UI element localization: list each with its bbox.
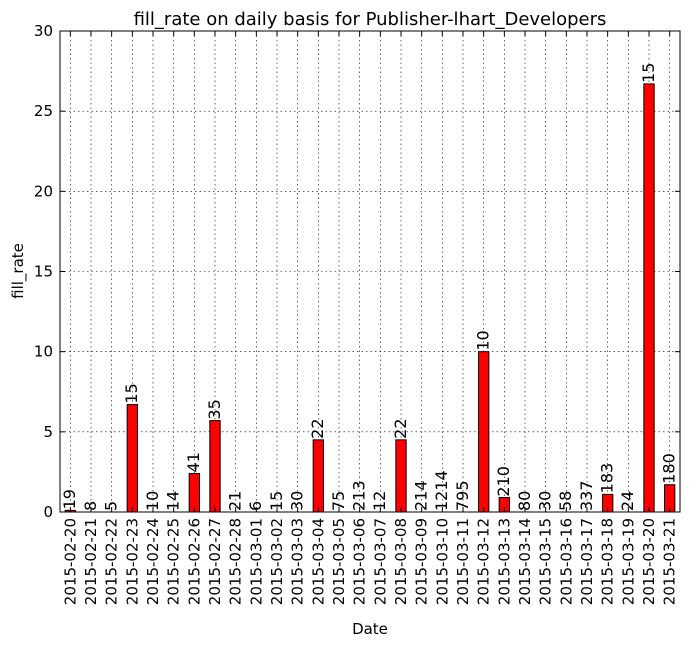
bar-value-label: 22 bbox=[308, 418, 327, 438]
y-tick-label: 5 bbox=[43, 423, 53, 441]
bar-value-label: 15 bbox=[122, 383, 141, 403]
x-tick-label: 2015-03-15 bbox=[537, 518, 555, 605]
x-tick-label: 2015-02-28 bbox=[227, 518, 245, 605]
y-tick-label: 25 bbox=[34, 102, 53, 120]
bar-value-label: 21 bbox=[226, 491, 245, 511]
x-axis-label: Date bbox=[352, 620, 388, 638]
grid bbox=[60, 31, 680, 512]
bar-value-label: 35 bbox=[205, 399, 224, 419]
x-tick-label: 2015-03-04 bbox=[309, 518, 327, 605]
bar-value-label: 12 bbox=[370, 491, 389, 511]
bar bbox=[395, 439, 407, 513]
bar-value-label: 41 bbox=[184, 452, 203, 472]
bar-value-label: 19 bbox=[60, 489, 79, 509]
bar-value-label: 30 bbox=[288, 491, 307, 511]
x-tick-label: 2015-03-03 bbox=[289, 518, 307, 605]
chart-title: fill_rate on daily basis for Publisher-l… bbox=[134, 9, 607, 30]
y-axis-ticks: 0 5 10 15 20 25 30 bbox=[34, 22, 680, 521]
bar-value-label: 75 bbox=[329, 491, 348, 511]
x-tick-label: 2015-02-23 bbox=[123, 518, 141, 605]
bar-value-label: 5 bbox=[102, 501, 121, 511]
bar-value-label: 214 bbox=[412, 480, 431, 511]
x-tick-label: 2015-02-20 bbox=[61, 518, 79, 605]
x-tick-label: 2015-03-11 bbox=[454, 518, 472, 605]
y-tick-label: 15 bbox=[34, 263, 53, 281]
x-tick-label: 2015-03-07 bbox=[371, 518, 389, 605]
x-tick-label: 2015-03-14 bbox=[516, 518, 534, 605]
bar-value-label: 6 bbox=[246, 501, 265, 511]
x-tick-label: 2015-03-08 bbox=[392, 518, 410, 605]
x-tick-label: 2015-03-02 bbox=[268, 518, 286, 605]
bar bbox=[312, 439, 324, 513]
x-tick-label: 2015-02-27 bbox=[206, 518, 224, 605]
x-tick-label: 2015-03-17 bbox=[578, 518, 596, 605]
bar-value-label: 80 bbox=[515, 491, 534, 511]
bar-value-label: 180 bbox=[660, 453, 679, 484]
bar-value-label: 58 bbox=[556, 491, 575, 511]
bar-value-label: 10 bbox=[143, 491, 162, 511]
x-tick-label: 2015-02-26 bbox=[185, 518, 203, 605]
bar bbox=[188, 473, 201, 513]
bar-value-label: 22 bbox=[391, 418, 410, 438]
x-tick-label: 2015-03-19 bbox=[619, 518, 637, 605]
x-tick-label: 2015-03-20 bbox=[640, 518, 658, 605]
bar bbox=[478, 351, 490, 513]
x-tick-label: 2015-03-06 bbox=[351, 518, 369, 605]
bar bbox=[126, 404, 138, 513]
x-tick-label: 2015-03-01 bbox=[247, 518, 265, 605]
x-tick-label: 2015-03-18 bbox=[599, 518, 617, 605]
x-tick-label: 2015-02-22 bbox=[103, 518, 121, 605]
x-tick-label: 2015-02-24 bbox=[144, 518, 162, 605]
y-tick-label: 10 bbox=[34, 343, 53, 361]
bar bbox=[209, 420, 221, 513]
bar-value-label: 337 bbox=[577, 480, 596, 511]
y-tick-label: 30 bbox=[34, 22, 53, 40]
bar-value-label: 213 bbox=[350, 480, 369, 511]
x-tick-label: 2015-03-13 bbox=[495, 518, 513, 605]
bar-value-label: 14 bbox=[164, 491, 183, 511]
bar-value-label: 15 bbox=[267, 491, 286, 511]
bar-value-label: 24 bbox=[618, 491, 637, 511]
bars bbox=[64, 83, 676, 513]
bar-value-label: 10 bbox=[474, 330, 493, 350]
y-tick-label: 0 bbox=[43, 503, 53, 521]
y-tick-label: 20 bbox=[34, 182, 53, 200]
x-tick-label: 2015-03-05 bbox=[330, 518, 348, 605]
x-tick-label: 2015-03-16 bbox=[557, 518, 575, 605]
bar bbox=[643, 83, 655, 513]
bar-value-label: 795 bbox=[453, 480, 472, 511]
x-tick-label: 2015-03-10 bbox=[433, 518, 451, 605]
x-tick-label: 2015-02-25 bbox=[165, 518, 183, 605]
x-tick-label: 2015-03-21 bbox=[661, 518, 679, 605]
x-axis-ticks: 2015-02-20 2015-02-21 2015-02-22 2015-02-23… bbox=[61, 31, 679, 605]
bar-value-label: 15 bbox=[639, 63, 658, 83]
bar-value-label: 30 bbox=[536, 491, 555, 511]
bar-value-label: 210 bbox=[494, 466, 513, 497]
x-tick-label: 2015-03-12 bbox=[475, 518, 493, 605]
bar-value-label: 1214 bbox=[432, 470, 451, 511]
bar-value-label: 8 bbox=[81, 501, 100, 511]
x-tick-label: 2015-02-21 bbox=[82, 518, 100, 605]
x-tick-label: 2015-03-09 bbox=[413, 518, 431, 605]
y-axis-label: fill_rate bbox=[9, 243, 28, 299]
bar-value-label: 183 bbox=[598, 463, 617, 494]
